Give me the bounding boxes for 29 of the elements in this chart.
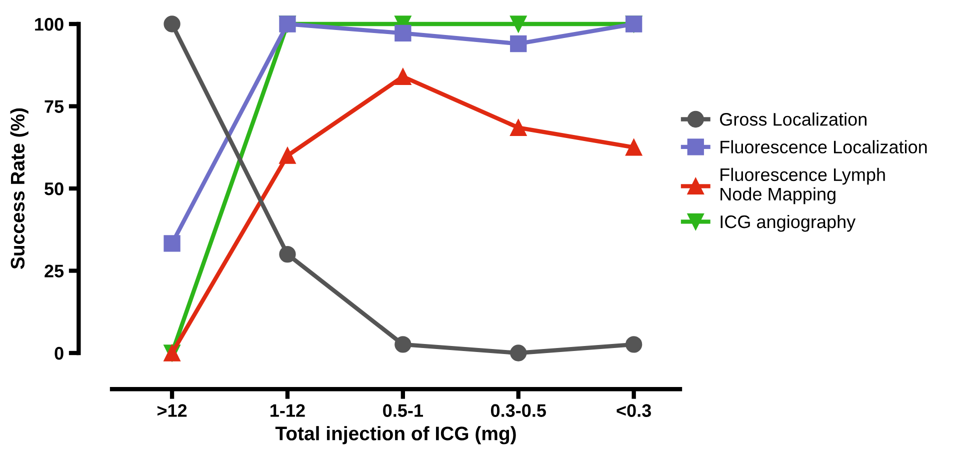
x-tick-label: <0.3 [616, 404, 651, 417]
point [510, 344, 527, 362]
point [394, 68, 412, 85]
y-tick-label: 50 [44, 182, 64, 196]
y-tick-label: 25 [44, 264, 64, 278]
point [625, 336, 642, 353]
y-tick-label: 100 [35, 18, 64, 31]
x-tick-label: 1-12 [270, 404, 305, 417]
point [625, 139, 642, 156]
point [510, 119, 527, 136]
x-tick-label: >12 [157, 404, 187, 417]
x-tick-label: 0.3-0.5 [490, 404, 546, 417]
legend-label: ICG angiography [720, 214, 856, 232]
point [510, 35, 527, 52]
point [279, 246, 296, 263]
point [394, 336, 412, 353]
y-tick-label: 75 [44, 100, 64, 113]
y-tick-label: 0 [54, 346, 64, 360]
point [164, 16, 180, 32]
legend-label: Gross Localization [720, 112, 866, 126]
x-axis-title: Total injection of ICG (mg) [275, 426, 516, 444]
point [394, 24, 412, 42]
legend-label: Fluorescence Localization [720, 140, 927, 154]
point [164, 235, 180, 252]
y-axis-title: Success Rate (%) [10, 108, 28, 269]
point [279, 147, 296, 164]
point [510, 16, 527, 32]
legend-label: Fluorescence Lymph Node Mapping [720, 168, 885, 204]
x-tick-label: 0.5-1 [383, 404, 424, 417]
